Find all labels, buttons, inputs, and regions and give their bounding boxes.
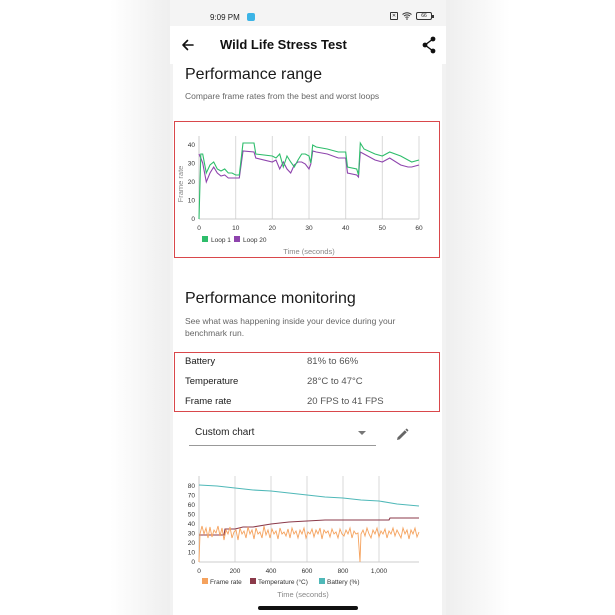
home-indicator[interactable]	[258, 606, 358, 610]
sim-x-icon: ✕	[390, 12, 398, 20]
legend-loop-1: Loop 1	[211, 237, 231, 244]
performance-range-title: Performance range	[185, 66, 322, 83]
svg-text:20: 20	[269, 225, 277, 232]
performance-monitoring-title: Performance monitoring	[185, 290, 356, 307]
svg-text:1,000: 1,000	[371, 568, 388, 575]
svg-text:10: 10	[188, 550, 196, 557]
svg-text:0: 0	[191, 216, 195, 223]
svg-text:400: 400	[266, 568, 277, 575]
svg-text:10: 10	[232, 225, 240, 232]
legend-loop-1-swatch	[202, 236, 208, 242]
svg-text:30: 30	[305, 225, 313, 232]
temperature-line	[199, 517, 419, 536]
legend-frame-rate-swatch	[202, 578, 208, 584]
x-ticks: 0 200 400 600 800 1,000	[197, 568, 387, 575]
stat-frame-rate: Frame rate 20 FPS to 41 FPS	[185, 396, 435, 414]
svg-text:0: 0	[197, 225, 201, 232]
chart-type-dropdown[interactable]: Custom chart	[189, 424, 376, 446]
stat-value: 28°C to 47°C	[307, 376, 363, 387]
svg-text:30: 30	[188, 161, 196, 168]
svg-text:20: 20	[188, 179, 196, 186]
status-bar: 9:09 PM ✕ 66	[170, 0, 446, 26]
x-ticks: 0 10 20 30 40 50 60	[197, 225, 423, 232]
svg-text:200: 200	[230, 568, 241, 575]
svg-text:50: 50	[188, 512, 196, 519]
y-ticks: 0 10 20 30 40	[188, 142, 196, 223]
y-axis-label: Frame rate	[176, 166, 185, 203]
battery-line	[198, 484, 420, 507]
svg-text:40: 40	[188, 521, 196, 528]
performance-monitoring-subtitle: See what was happening inside your devic…	[185, 316, 396, 338]
svg-text:50: 50	[379, 225, 387, 232]
wifi-icon	[402, 12, 412, 20]
range-legend: Loop 1 Loop 20	[202, 236, 267, 244]
performance-range-subtitle: Compare frame rates from the best and wo…	[185, 91, 380, 101]
stat-battery: Battery 81% to 66%	[185, 356, 435, 374]
legend-temperature-swatch	[250, 578, 256, 584]
stat-label: Frame rate	[185, 396, 232, 407]
x-axis-label: Time (seconds)	[283, 247, 335, 256]
svg-text:600: 600	[302, 568, 313, 575]
loop-20-line	[198, 150, 420, 184]
dropdown-arrow-icon	[358, 431, 366, 435]
performance-range-chart: 0 10 20 30 40 0 10 20 30 40 50 60 Frame …	[176, 136, 423, 256]
svg-text:60: 60	[188, 502, 196, 509]
page-title: Wild Life Stress Test	[220, 37, 347, 52]
status-icons: ✕ 66	[390, 12, 434, 20]
legend-loop-20-swatch	[234, 236, 240, 242]
vertical-grid	[235, 136, 420, 219]
svg-text:40: 40	[342, 225, 350, 232]
status-time: 9:09 PM	[210, 13, 240, 22]
svg-text:10: 10	[188, 198, 196, 205]
svg-text:60: 60	[415, 225, 423, 232]
chart-highlight-box	[174, 121, 440, 258]
loop-1-line	[198, 141, 420, 220]
svg-text:0: 0	[197, 568, 201, 575]
custom-legend: Frame rate Temperature (°C) Battery (%)	[202, 578, 360, 586]
stats-highlight-box	[174, 352, 440, 412]
vertical-grid	[234, 476, 380, 562]
legend-temperature: Temperature (°C)	[258, 578, 308, 586]
pencil-icon[interactable]	[394, 427, 410, 443]
arrow-left-icon[interactable]	[178, 35, 198, 55]
x-axis-label: Time (seconds)	[277, 590, 329, 599]
svg-text:40: 40	[188, 142, 196, 149]
app-notification-icon	[247, 13, 255, 21]
legend-frame-rate: Frame rate	[210, 579, 242, 586]
svg-text:20: 20	[188, 540, 196, 547]
svg-text:800: 800	[338, 568, 349, 575]
scroll-content[interactable]: Performance range Compare frame rates fr…	[170, 60, 446, 615]
stat-label: Temperature	[185, 376, 239, 387]
stat-value: 81% to 66%	[307, 356, 359, 367]
performance-monitoring-card: Performance monitoring See what was happ…	[173, 272, 442, 615]
legend-loop-20: Loop 20	[243, 237, 267, 244]
svg-text:30: 30	[188, 531, 196, 538]
frame-rate-line	[198, 525, 420, 563]
legend-battery-swatch	[319, 578, 325, 584]
y-ticks: 0 10 20 30 40 50 60 70 80	[188, 483, 196, 566]
custom-chart: 0 10 20 30 40 50 60 70 80 0 200 400 600 …	[188, 476, 420, 599]
svg-text:0: 0	[191, 559, 195, 566]
app-bar: Wild Life Stress Test	[170, 26, 446, 64]
stat-label: Battery	[185, 356, 216, 367]
share-icon[interactable]	[420, 35, 438, 55]
dropdown-selected: Custom chart	[195, 427, 255, 438]
svg-text:80: 80	[188, 483, 196, 490]
phone-screen: 9:09 PM ✕ 66 Wild Life Stress Test	[170, 0, 446, 615]
legend-battery: Battery (%)	[327, 579, 360, 586]
battery-icon: 66	[416, 12, 434, 20]
stat-temperature: Temperature 28°C to 47°C	[185, 376, 435, 394]
svg-text:70: 70	[188, 493, 196, 500]
stat-value: 20 FPS to 41 FPS	[307, 396, 384, 407]
